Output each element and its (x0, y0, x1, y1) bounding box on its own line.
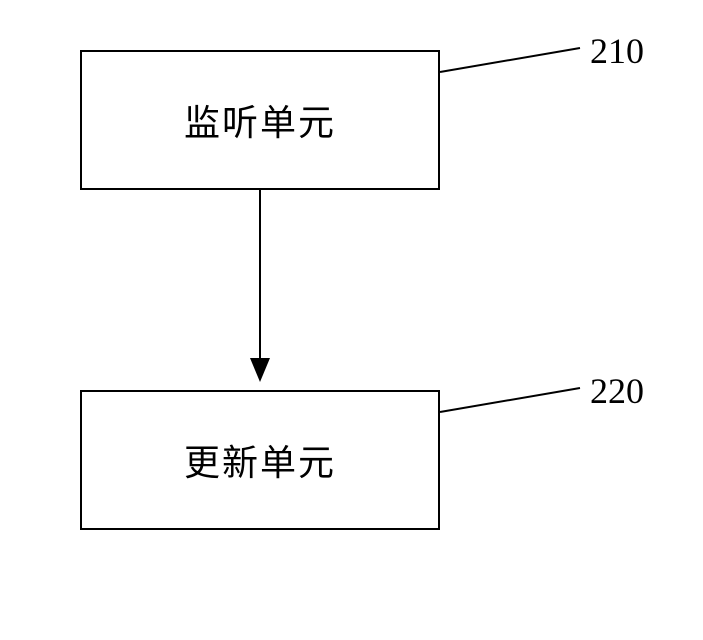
flowchart-edge-arrow (0, 0, 703, 640)
